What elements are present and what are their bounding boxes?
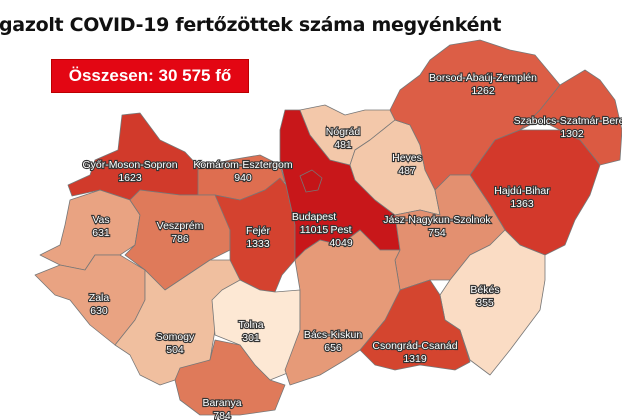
county-value-vas: 631 bbox=[92, 227, 110, 239]
county-name-komarom-esztergom: Komárom-Esztergom bbox=[193, 159, 292, 171]
county-value-komarom-esztergom: 940 bbox=[234, 172, 252, 184]
county-name-jasz-nagykun-szolnok: Jász-Nagykun-Szolnok bbox=[383, 214, 491, 226]
county-budapest bbox=[299, 169, 323, 193]
county-name-tolna: Tolna bbox=[238, 319, 263, 331]
county-value-veszprem: 786 bbox=[171, 233, 189, 245]
county-value-budapest: 11015 bbox=[300, 224, 329, 236]
county-value-borsod-abauj-zemplen: 1262 bbox=[471, 85, 495, 97]
county-name-gyor-moson-sopron: Győr-Moson-Sopron bbox=[82, 159, 177, 171]
county-name-szabolcs-szatmar-bereg: Szabolcs-Szatmár-Bereg bbox=[514, 115, 622, 127]
county-value-tolna: 301 bbox=[242, 332, 260, 344]
county-bacs-kiskun bbox=[284, 229, 401, 386]
county-value-csongrad-csanad: 1319 bbox=[403, 353, 427, 365]
county-gyor-moson-sopron bbox=[67, 112, 201, 201]
county-name-bekes: Békés bbox=[470, 284, 499, 296]
county-name-zala: Zala bbox=[89, 292, 110, 304]
county-name-fejer: Fejér bbox=[246, 225, 270, 237]
county-name-heves: Heves bbox=[392, 152, 422, 164]
county-value-somogy: 504 bbox=[166, 344, 184, 356]
county-value-bacs-kiskun: 656 bbox=[324, 342, 342, 354]
county-name-veszprem: Veszprém bbox=[157, 220, 204, 232]
county-name-baranya: Baranya bbox=[202, 397, 241, 409]
county-value-zala: 630 bbox=[90, 305, 108, 317]
county-value-hajdu-bihar: 1363 bbox=[510, 198, 534, 210]
county-name-csongrad-csanad: Csongrád-Csanád bbox=[372, 340, 457, 352]
county-name-borsod-abauj-zemplen: Borsod-Abaúj-Zemplén bbox=[429, 72, 537, 84]
county-value-gyor-moson-sopron: 1623 bbox=[118, 172, 142, 184]
county-baranya bbox=[174, 339, 286, 416]
county-name-nograd: Nógrád bbox=[326, 126, 361, 138]
county-value-pest: 4049 bbox=[329, 237, 353, 249]
county-value-jasz-nagykun-szolnok: 754 bbox=[428, 227, 446, 239]
county-value-szabolcs-szatmar-bereg: 1302 bbox=[560, 128, 584, 140]
county-value-nograd: 481 bbox=[334, 139, 352, 151]
county-name-bacs-kiskun: Bács-Kiskun bbox=[304, 329, 363, 341]
county-value-baranya: 784 bbox=[213, 410, 231, 420]
county-name-hajdu-bihar: Hajdú-Bihar bbox=[494, 185, 550, 197]
county-name-budapest: Budapest bbox=[292, 211, 336, 223]
county-name-vas: Vas bbox=[92, 214, 109, 226]
county-value-heves: 487 bbox=[398, 165, 416, 177]
county-name-somogy: Somogy bbox=[156, 331, 195, 343]
map-title: gazolt COVID-19 fertőzöttek száma megyén… bbox=[0, 14, 502, 36]
county-value-bekes: 355 bbox=[476, 297, 494, 309]
total-cases-badge: Összesen: 30 575 fő bbox=[51, 59, 249, 93]
county-value-fejer: 1333 bbox=[246, 238, 270, 250]
county-name-pest: Pest bbox=[330, 224, 351, 236]
